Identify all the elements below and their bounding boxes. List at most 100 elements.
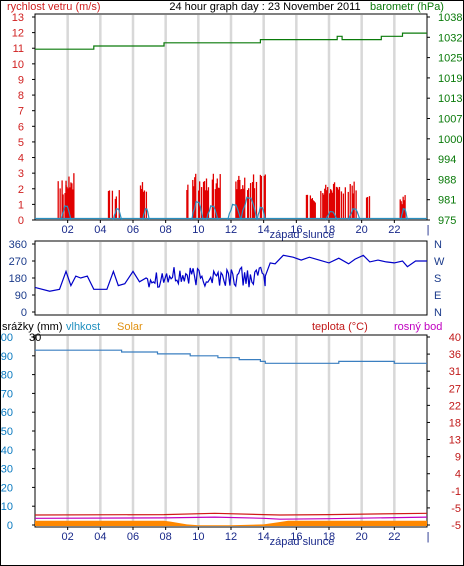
direction-tick-label: 0 <box>21 307 27 319</box>
solar-legend: Solar <box>117 321 143 333</box>
barometer-axis: 975 981 988 994 1000 1007 1013 1019 1025 1032 1038 <box>427 12 462 227</box>
wind-x-label: 20 <box>356 224 368 236</box>
rain-tick-label: 30 <box>1 464 13 476</box>
wind-average-line <box>256 206 266 221</box>
wind-tick-label: 4 <box>18 153 24 165</box>
temperature-axis: -5 -5 -1 4 9 13 18 22 27 31 36 40 <box>427 332 461 532</box>
wind-time-axis: 02 04 06 08 10 12 14 16 18 20 22 | <box>62 220 430 236</box>
climate-x-label: 20 <box>356 531 368 543</box>
temp-tick-label: -1 <box>451 486 461 498</box>
rain-tick-label: 50 <box>1 426 13 438</box>
wind-panel-series <box>35 32 427 221</box>
rain-tick-label: 100 <box>0 332 13 344</box>
wind-tick-label: 2 <box>18 184 24 196</box>
climate-x-label: 14 <box>258 531 270 543</box>
wind-average-line <box>325 210 338 221</box>
climate-panel-series <box>34 349 428 526</box>
compass-label: W <box>434 256 445 268</box>
baro-tick-label: 994 <box>438 154 456 166</box>
direction-panel-series <box>34 254 427 292</box>
sunset-label-bottom: západ slunce <box>270 536 335 548</box>
wind-x-label: 10 <box>192 224 204 236</box>
wind-x-label: 04 <box>94 224 106 236</box>
baro-tick-label: 1025 <box>438 53 462 65</box>
climate-time-axis: 02 04 06 08 10 12 14 16 18 20 22 | <box>62 527 430 543</box>
direction-tick-label: 180 <box>9 273 27 285</box>
wind-x-label: 12 <box>225 224 237 236</box>
compass-label: E <box>434 290 441 302</box>
wind-tick-label: 7 <box>18 106 24 118</box>
wind-tick-label: 3 <box>18 168 24 180</box>
rain-tick-label: 0 <box>7 520 13 532</box>
climate-x-label: 04 <box>94 531 106 543</box>
rain-axis-title: srážky (mm) <box>2 321 63 333</box>
wind-tick-label: 9 <box>18 74 24 86</box>
wind-tick-label: 13 <box>12 12 24 24</box>
rain-tick-label: 20 <box>1 482 13 494</box>
rain-tick-label: 80 <box>1 370 13 382</box>
wind-tick-label: 6 <box>18 121 24 133</box>
wind-x-label: 02 <box>62 224 74 236</box>
baro-tick-label: 1019 <box>438 73 462 85</box>
solar-area <box>35 520 427 526</box>
dew-point-line <box>34 516 428 520</box>
temp-tick-label: 22 <box>449 400 461 412</box>
climate-x-label: 06 <box>127 531 139 543</box>
climate-x-end-mark: | <box>427 531 430 543</box>
wind-direction-line <box>34 254 427 292</box>
wind-x-label: 22 <box>388 224 400 236</box>
dew-point-legend: rosný bod <box>394 321 442 333</box>
rain-tick-label: 60 <box>1 407 13 419</box>
wind-average-line <box>142 207 150 221</box>
wind-x-label: 06 <box>127 224 139 236</box>
wind-average-line <box>348 207 361 221</box>
humidity-legend: vlhkost <box>66 321 100 333</box>
temp-tick-label: 40 <box>449 332 461 344</box>
compass-label: S <box>434 273 441 285</box>
wind-x-end-mark: | <box>427 224 430 236</box>
rain-tick-label: 90 <box>1 351 13 363</box>
baro-tick-label: 1013 <box>438 93 462 105</box>
wind-average-line <box>240 196 258 221</box>
temperature-legend: teplota (°C) <box>312 321 368 333</box>
wind-tick-label: 0 <box>18 215 24 227</box>
baro-tick-label: 988 <box>438 174 456 186</box>
wind-x-label: 08 <box>160 224 172 236</box>
rain-humidity-axis: 0 10 20 30 40 50 60 70 80 90 100 30 <box>0 332 41 532</box>
wind-x-label: 14 <box>258 224 270 236</box>
temp-tick-label: 27 <box>449 383 461 395</box>
wind-average-line <box>112 207 123 221</box>
direction-tick-label: 360 <box>9 239 27 251</box>
graph-title: 24 hour graph day : 23 November 2011 <box>169 1 360 13</box>
compass-label: N <box>434 307 442 319</box>
direction-tick-label: 270 <box>9 256 27 268</box>
wind-average-line <box>205 204 219 221</box>
baro-tick-label: 1000 <box>438 134 462 146</box>
barometer-line <box>35 32 427 50</box>
climate-x-label: 08 <box>160 531 172 543</box>
wind-average-line <box>400 207 408 221</box>
rain-tick-label: 10 <box>1 501 13 513</box>
compass-label: N <box>434 239 442 251</box>
temp-tick-label: 13 <box>449 435 461 447</box>
wind-x-label: 16 <box>290 224 302 236</box>
wind-tick-label: 5 <box>18 137 24 149</box>
climate-panel-grid <box>66 336 396 526</box>
temp-tick-label: -5 <box>451 520 461 532</box>
wind-tick-label: 1 <box>18 199 24 211</box>
climate-x-label: 12 <box>225 531 237 543</box>
climate-x-label: 22 <box>388 531 400 543</box>
climate-x-label: 02 <box>62 531 74 543</box>
sunset-label: západ slunce <box>270 229 335 241</box>
direction-tick-label: 90 <box>15 290 27 302</box>
baro-tick-label: 975 <box>438 215 456 227</box>
wind-tick-label: 11 <box>13 43 24 55</box>
barometer-axis-title: barometr (hPa) <box>370 1 444 13</box>
solar-tick-label: 30 <box>29 332 41 344</box>
baro-tick-label: 1007 <box>438 114 462 126</box>
climate-x-label: 18 <box>323 531 335 543</box>
